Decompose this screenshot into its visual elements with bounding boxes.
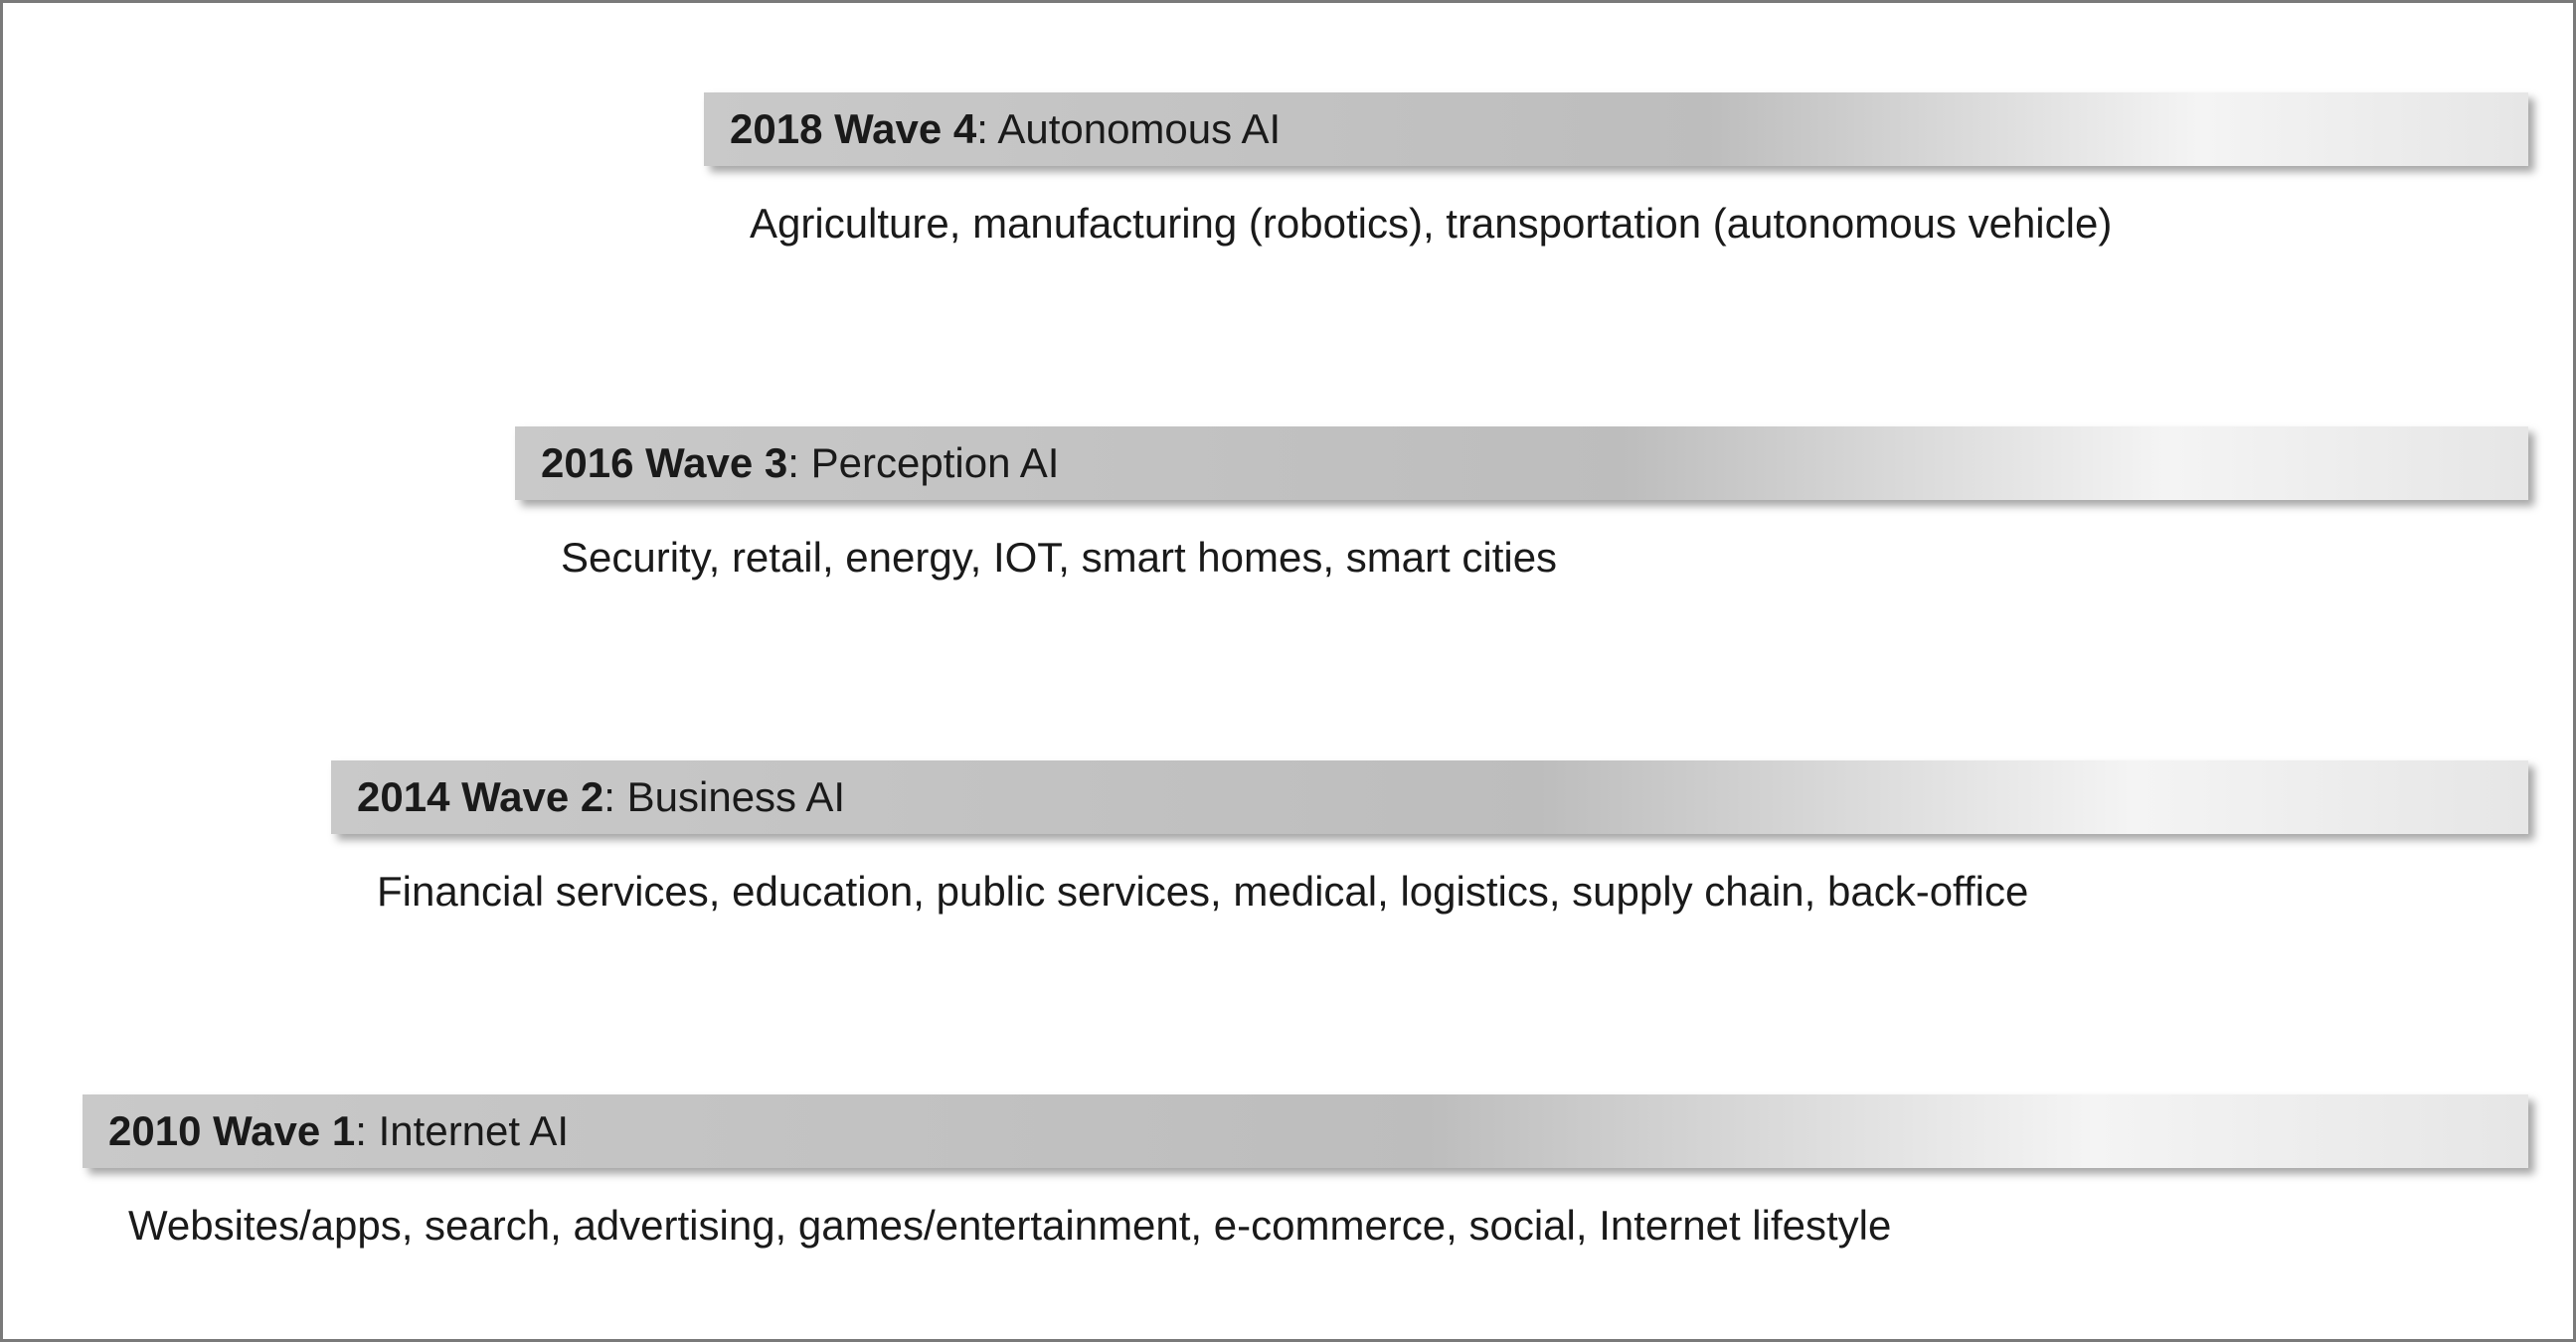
wave-1: 2010 Wave 1: Internet AI Websites/apps, …	[83, 1094, 2528, 1250]
wave-3: 2016 Wave 3: Perception AI Security, ret…	[515, 426, 2528, 582]
wave-2-description: Financial services, education, public se…	[331, 834, 2528, 916]
diagram-frame: 2010 Wave 1: Internet AI Websites/apps, …	[0, 0, 2576, 1342]
wave-4-title-rest: : Autonomous AI	[976, 105, 1281, 152]
wave-2-title-rest: : Business AI	[603, 773, 845, 820]
wave-2-title-bold: 2014 Wave 2	[357, 773, 603, 820]
wave-2: 2014 Wave 2: Business AI Financial servi…	[331, 760, 2528, 916]
wave-3-title-bold: 2016 Wave 3	[541, 439, 787, 486]
wave-1-title-bold: 2010 Wave 1	[108, 1107, 355, 1154]
wave-2-title-bar: 2014 Wave 2: Business AI	[331, 760, 2528, 834]
wave-3-title-rest: : Perception AI	[787, 439, 1059, 486]
wave-3-description: Security, retail, energy, IOT, smart hom…	[515, 500, 2528, 582]
wave-4-title-bold: 2018 Wave 4	[730, 105, 976, 152]
wave-4-description: Agriculture, manufacturing (robotics), t…	[704, 166, 2528, 248]
wave-1-title-rest: : Internet AI	[355, 1107, 569, 1154]
wave-1-description: Websites/apps, search, advertising, game…	[83, 1168, 2528, 1250]
wave-3-title-bar: 2016 Wave 3: Perception AI	[515, 426, 2528, 500]
waves-container: 2010 Wave 1: Internet AI Websites/apps, …	[43, 92, 2533, 1250]
wave-4-title-bar: 2018 Wave 4: Autonomous AI	[704, 92, 2528, 166]
wave-1-title-bar: 2010 Wave 1: Internet AI	[83, 1094, 2528, 1168]
wave-4: 2018 Wave 4: Autonomous AI Agriculture, …	[704, 92, 2528, 248]
